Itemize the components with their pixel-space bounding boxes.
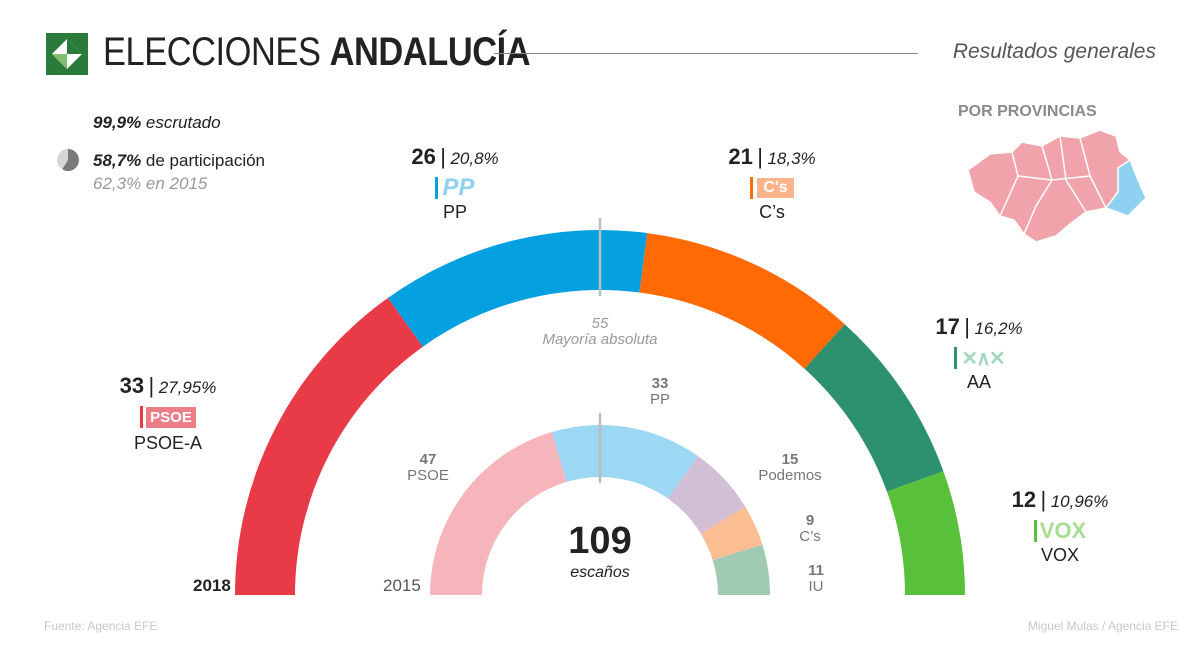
inner-label-psoe: 47 PSOE [407, 451, 449, 484]
seg-2015-psoe [430, 431, 567, 595]
scrutiny-stat: 99,9% escrutado [93, 113, 221, 132]
majority-label: 55 Mayoría absoluta [542, 315, 658, 348]
seg-2015-c-s [700, 506, 763, 561]
seg-2018-c-s [639, 233, 845, 369]
source-footer: Fuente: Agencia EFE [44, 619, 158, 633]
credit-footer: Miguel Mulas / Agencia EFE [1027, 619, 1178, 633]
seg-2015-iu [712, 544, 770, 595]
inner-label-podemos: 15 Podemos [758, 451, 822, 484]
party-label-vox: 12 | 10,96% VOX VOX [1005, 487, 1115, 566]
provinces-label: POR PROVINCIAS [958, 103, 1097, 120]
inner-label-iu: 11 IU [808, 562, 824, 595]
seg-2015-podemos [668, 456, 746, 534]
psoe-logo: PSOE [104, 405, 232, 429]
vox-logo: VOX [1005, 518, 1115, 543]
efe-logo [46, 33, 88, 75]
party-label-cs: 21 | 18,3% C's C’s [712, 144, 832, 223]
seg-2018-psoe-a [235, 297, 423, 595]
party-label-psoe: 33 | 27,95% PSOE PSOE-A [104, 373, 232, 454]
total-seats-value: 109 [568, 520, 632, 562]
year-label-2015: 2015 [383, 576, 421, 595]
party-label-pp: 26 | 20,8% PP PP [400, 144, 510, 223]
inner-label-cs: 9 C’s [799, 512, 821, 545]
seg-2018-pp [388, 230, 648, 347]
province-map-pp [1104, 158, 1147, 217]
participation-pie-icon [57, 149, 79, 171]
seg-2018-aa [804, 324, 944, 492]
participation-stat: 58,7% de participación [93, 151, 266, 170]
page-subtitle: Resultados generales [952, 40, 1156, 63]
aa-logo: ✕∧✕ [924, 346, 1034, 370]
title-divider [494, 53, 918, 54]
inner-label-pp: 33 PP [649, 375, 670, 408]
year-label-2018: 2018 [193, 576, 231, 595]
page-title: ELECCIONES ANDALUCÍA [103, 30, 531, 74]
andalucia-province-map [967, 129, 1147, 243]
party-label-aa: 17 | 16,2% ✕∧✕ AA [924, 314, 1034, 393]
participation-2015: 62,3% en 2015 [93, 174, 208, 193]
seg-2015-pp [551, 425, 699, 499]
cs-logo: C's [712, 176, 832, 200]
pp-logo: PP [400, 174, 510, 201]
total-seats-label: escaños [570, 564, 630, 581]
seg-2018-vox [886, 471, 965, 595]
